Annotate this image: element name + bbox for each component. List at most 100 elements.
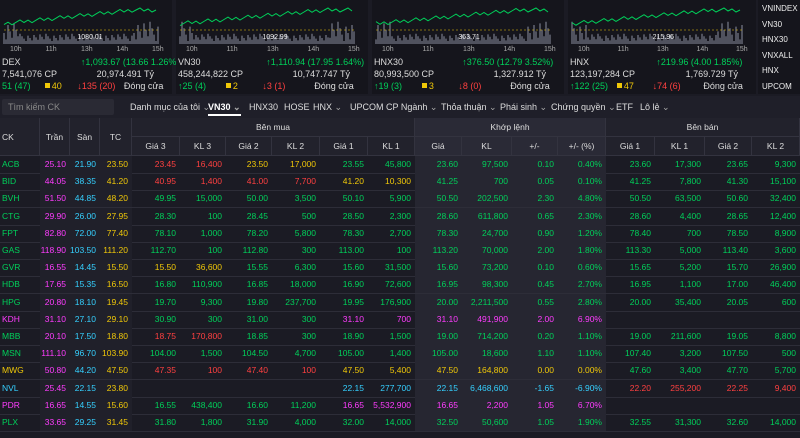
cell: 26.00	[70, 207, 100, 225]
turnover: 20,974.491 Tỷ	[96, 69, 154, 79]
cell: 50.10	[342, 193, 364, 204]
tab[interactable]: ETF	[616, 102, 633, 112]
cell: 15.60	[342, 262, 364, 273]
cell: 41.20	[342, 176, 364, 187]
index-name: DEX	[2, 57, 21, 67]
cell: 31.10	[40, 310, 70, 328]
time-label: 11h	[617, 46, 629, 53]
column-header: KL	[462, 137, 512, 156]
cell: 105.00	[415, 345, 462, 363]
cell: 14,000	[385, 417, 411, 427]
tab[interactable]: Phái sinh	[500, 98, 547, 116]
cell: 170,800	[191, 331, 222, 341]
cell: 3,200	[679, 348, 701, 359]
index-panel: 215.96 10h 11h 13h 14h 15h HNX ↑219.96 (4.00 1.…	[568, 0, 756, 94]
cell[interactable]: BVH	[2, 193, 20, 204]
cell[interactable]: MBB	[2, 331, 21, 341]
cell[interactable]: MSN	[2, 348, 21, 359]
cell: 100	[207, 245, 222, 255]
index-menu-item[interactable]: VNINDEX	[762, 4, 798, 13]
cell[interactable]: HPG	[2, 296, 21, 307]
cell: 47.40	[246, 365, 268, 376]
cell: 1,100	[679, 279, 701, 290]
chart-label: 215.96	[652, 34, 675, 41]
tab[interactable]: Chứng quyền	[551, 98, 616, 116]
cell[interactable]: MWG	[2, 365, 24, 376]
tab[interactable]: Danh mục của tôi	[130, 98, 210, 116]
column-header: KL 1	[368, 137, 415, 156]
cell: 7,700	[294, 176, 316, 187]
chart-shape	[179, 7, 353, 27]
tab[interactable]: CP Ngành	[386, 98, 437, 116]
chart-shape	[3, 21, 159, 44]
cell: 22.20	[629, 382, 651, 393]
cell: 700	[686, 227, 701, 238]
cell[interactable]: HDB	[2, 279, 20, 290]
index-menu-item[interactable]: VNXALL	[762, 50, 793, 60]
cell: 17.00	[726, 279, 748, 290]
index-menu-item[interactable]: HNX30	[762, 35, 788, 44]
cell: 104.00	[150, 348, 176, 359]
cell: 6.90%	[558, 310, 606, 328]
cell: 31.00	[246, 313, 268, 324]
cell[interactable]: PDR	[2, 399, 20, 410]
search-box[interactable]: Tìm kiếm CK	[2, 99, 114, 115]
cell	[655, 397, 705, 414]
cell: -1.65	[512, 379, 558, 397]
cell: 32.50	[415, 414, 462, 431]
tab[interactable]: UPCOM	[350, 102, 384, 112]
index-menu-item[interactable]: HNX	[762, 66, 779, 75]
cell: 19.70	[154, 296, 176, 307]
cell: 5,700	[774, 365, 796, 376]
cell[interactable]: BID	[2, 176, 17, 187]
index-menu-item[interactable]: VN30	[762, 19, 783, 29]
cell[interactable]: ACB	[2, 159, 20, 169]
time-label: 10h	[382, 46, 394, 53]
index-menu-item[interactable]: UPCOM	[762, 81, 792, 91]
cell[interactable]: GAS	[2, 245, 20, 255]
cell: 23.55	[342, 159, 364, 169]
cell: 100	[301, 365, 316, 376]
cell	[180, 380, 226, 397]
status: Đóng cửa	[314, 81, 354, 91]
cell: 12,400	[770, 210, 796, 221]
cell: -6.90%	[558, 379, 606, 397]
chart-shape	[179, 21, 355, 44]
cell: 78.30	[342, 227, 364, 238]
cell: 1.05	[512, 414, 558, 431]
tab[interactable]: HNX	[313, 98, 342, 116]
cell: 3,400	[679, 365, 701, 376]
tab[interactable]: VN30	[208, 98, 241, 116]
cell: 22.15	[415, 379, 462, 397]
advances: 51 (47)	[2, 81, 31, 91]
cell[interactable]: GVR	[2, 262, 21, 273]
cell[interactable]: FPT	[2, 227, 19, 238]
tab[interactable]: Thỏa thuận	[441, 98, 497, 116]
cell[interactable]: KDH	[2, 313, 20, 324]
cell: 700	[396, 313, 411, 324]
tab[interactable]: HNX30	[249, 102, 279, 112]
cell: 19.45	[100, 293, 132, 311]
tab[interactable]: Lô lẻ	[640, 98, 670, 116]
tab[interactable]: HOSE	[284, 102, 310, 112]
cell: 1.80%	[558, 242, 606, 259]
cell: 16.95	[415, 276, 462, 294]
cell: 15,100	[770, 176, 796, 187]
cell: 164,800	[462, 362, 512, 380]
cell: 98,300	[462, 276, 512, 294]
row-line	[0, 241, 800, 243]
cell: 70,000	[462, 242, 512, 259]
cell: 1,500	[200, 348, 222, 359]
column-header: Giá 1	[606, 137, 655, 156]
cell: 8,800	[774, 331, 796, 341]
cell: 4,000	[294, 417, 316, 427]
cell[interactable]: NVL	[2, 382, 19, 393]
row-line	[0, 413, 800, 415]
cell[interactable]: PLX	[2, 417, 19, 427]
cell[interactable]: CTG	[2, 210, 20, 221]
cell: 111.20	[100, 242, 132, 259]
time-label: 11h	[45, 46, 57, 53]
volume: 80,993,500 CP	[374, 69, 435, 79]
cell: 22.25	[726, 382, 748, 393]
